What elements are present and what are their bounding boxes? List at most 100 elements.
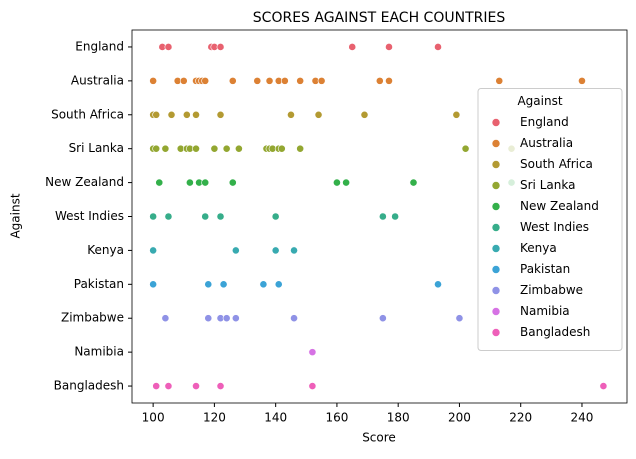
- legend-title: Against: [517, 94, 562, 108]
- legend-label: Kenya: [520, 241, 557, 255]
- x-tick-label: 120: [203, 411, 226, 425]
- x-tick-label: 140: [264, 411, 287, 425]
- y-tick-label: Bangladesh: [54, 379, 124, 393]
- point: [391, 212, 400, 221]
- legend-marker: [491, 307, 501, 316]
- legend-label: England: [520, 115, 569, 129]
- point: [333, 178, 341, 187]
- legend-marker: [491, 202, 501, 211]
- point: [210, 144, 219, 153]
- point: [164, 382, 173, 390]
- x-tick-label: 220: [509, 411, 532, 425]
- point: [378, 314, 387, 323]
- point: [271, 212, 280, 221]
- point: [314, 110, 323, 119]
- point: [578, 76, 586, 85]
- point: [455, 314, 464, 323]
- point: [164, 212, 173, 221]
- point: [216, 382, 225, 390]
- x-axis-label: Score: [362, 431, 396, 445]
- legend-box: [477, 88, 623, 351]
- point: [385, 76, 393, 85]
- chart-title: SCORES AGAINST EACH COUNTRIES: [253, 10, 506, 26]
- point: [192, 110, 200, 119]
- point: [290, 246, 298, 255]
- point: [161, 314, 170, 323]
- point: [271, 246, 280, 255]
- point: [216, 110, 225, 119]
- point: [201, 76, 210, 85]
- legend-marker: [491, 118, 501, 127]
- x-tick-label: 100: [142, 411, 165, 425]
- point: [290, 314, 298, 323]
- legend-marker: [491, 244, 501, 253]
- x-tick-label: 200: [448, 411, 471, 425]
- point: [461, 144, 470, 153]
- point: [201, 178, 210, 187]
- y-tick-label: Sri Lanka: [69, 141, 124, 155]
- point: [231, 246, 240, 255]
- point: [216, 212, 225, 221]
- legend-marker: [491, 286, 501, 295]
- point: [149, 280, 158, 289]
- point: [152, 110, 161, 119]
- point: [495, 76, 504, 85]
- point: [277, 144, 286, 153]
- point: [192, 382, 200, 390]
- point: [599, 382, 608, 390]
- legend-marker: [491, 160, 501, 169]
- point: [228, 178, 237, 187]
- legend-label: New Zealand: [520, 199, 599, 213]
- point: [149, 76, 158, 85]
- point: [192, 144, 200, 153]
- point: [265, 76, 274, 85]
- point: [296, 144, 305, 153]
- point: [452, 110, 461, 119]
- point: [185, 178, 194, 187]
- legend-label: Zimbabwe: [520, 283, 583, 297]
- point: [348, 43, 357, 51]
- point: [287, 110, 295, 119]
- point: [149, 212, 158, 221]
- point: [179, 76, 188, 85]
- point: [434, 280, 442, 289]
- point: [204, 314, 213, 323]
- point: [152, 144, 161, 153]
- point: [317, 76, 326, 85]
- legend-label: South Africa: [520, 157, 593, 171]
- point: [222, 314, 231, 323]
- legend-label: Bangladesh: [520, 325, 590, 339]
- point: [216, 43, 225, 51]
- point: [360, 110, 369, 119]
- point: [228, 76, 237, 85]
- point: [274, 280, 283, 289]
- y-tick-label: Pakistan: [74, 277, 124, 291]
- legend-label: Namibia: [520, 304, 570, 318]
- point: [378, 212, 387, 221]
- point: [219, 280, 228, 289]
- y-tick-label: West Indies: [55, 209, 124, 223]
- point: [204, 280, 213, 289]
- y-tick-label: England: [75, 39, 124, 53]
- point: [182, 110, 191, 119]
- point: [149, 246, 158, 255]
- point: [235, 144, 243, 153]
- point: [385, 43, 393, 51]
- legend-marker: [491, 223, 501, 232]
- point: [434, 43, 442, 51]
- legend-marker: [491, 181, 501, 190]
- point: [375, 76, 384, 85]
- point: [164, 43, 173, 51]
- point: [161, 144, 170, 153]
- point: [280, 76, 289, 85]
- legend-label: Australia: [520, 136, 573, 150]
- x-tick-label: 240: [571, 411, 594, 425]
- y-tick-label: South Africa: [51, 107, 124, 121]
- legend-marker: [491, 139, 501, 148]
- point: [152, 382, 161, 390]
- legend-marker: [491, 265, 501, 274]
- y-tick-label: Zimbabwe: [61, 311, 124, 325]
- legend-label: Pakistan: [520, 262, 570, 276]
- point: [296, 76, 305, 85]
